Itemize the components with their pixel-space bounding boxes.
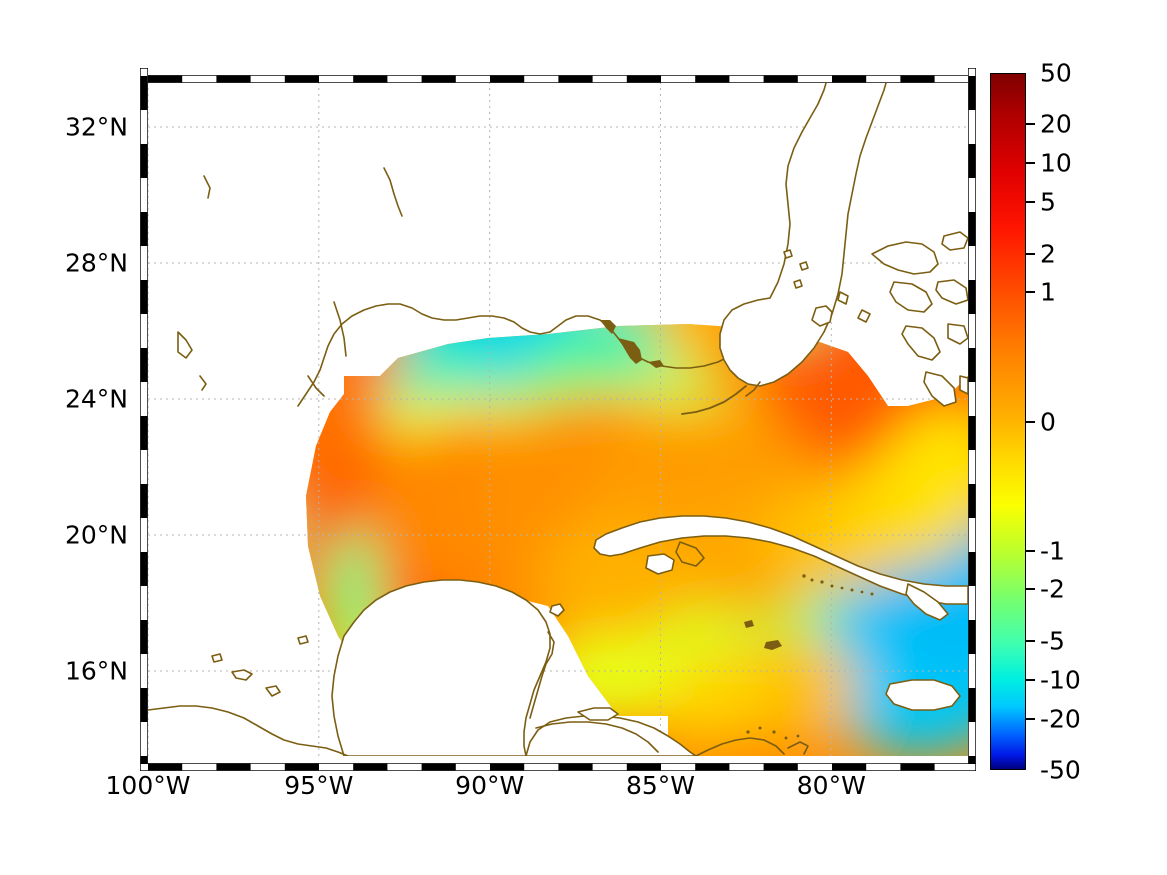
land-jamaica [885,679,961,711]
x-tick-label-95w: 95°W [284,771,354,800]
land-central-america [525,715,697,756]
coastline-gulf-north [297,297,771,407]
colorbar-label-20: 20 [1040,109,1072,139]
land-yucatan-peninsula [331,579,551,756]
colorbar-tick--10 [1026,678,1035,681]
colorbar-tick-10 [1026,162,1035,165]
y-tick-label-32n: 32°N [64,112,128,142]
frame-edge-bottom [139,756,977,772]
colorbar-label-1: 1 [1040,277,1056,307]
x-tick-label-100w: 100°W [105,771,191,800]
colorbar-tick-1 [1026,291,1035,294]
y-tick-label-20n: 20°N [64,520,128,550]
x-tick-label-80w: 80°W [796,771,866,800]
colorbar-tick-5 [1026,201,1035,204]
colorbar-label--50: -50 [1040,755,1081,785]
colorbar-label--5: -5 [1040,626,1065,656]
y-tick-label-28n: 28°N [64,248,128,278]
land-florida-peninsula [719,76,889,387]
colorbar-label-50: 50 [1040,58,1072,88]
colorbar-tick--2 [1026,588,1035,591]
colorbar-label-2: 2 [1040,239,1056,268]
y-tick-label-16n: 16°N [64,656,128,686]
coastline-mexico-south [148,705,349,756]
colorbar-label--2: -2 [1040,574,1065,604]
y-tick-label-24n: 24°N [64,384,128,414]
colorbar-tick-0 [1026,420,1035,423]
map-frame [139,67,977,772]
mississippi-delta [618,338,642,364]
colorbar-label--1: -1 [1040,536,1065,566]
frame-edge-top [139,68,977,84]
colorbar-label-0: 0 [1040,407,1056,436]
colorbar-label--20: -20 [1040,704,1081,734]
colorbar-label-10: 10 [1040,148,1072,178]
colorbar-tick-2 [1026,252,1035,255]
colorbar-tick-20 [1026,123,1035,126]
map-plot-area [148,76,968,756]
frame-edge-right [967,67,977,765]
colorbar-gradient [990,73,1026,770]
colorbar-tick--5 [1026,639,1035,642]
colorbar-tick--1 [1026,549,1035,552]
colorbar-tick--20 [1026,717,1035,720]
land-coastline-layer [148,76,968,756]
colorbar-label--10: -10 [1040,665,1081,695]
x-tick-label-85w: 85°W [625,771,696,800]
land-bahamas [837,231,968,407]
x-tick-label-90w: 90°W [455,771,525,800]
colorbar-label-5: 5 [1040,187,1056,217]
frame-edge-left [139,67,149,765]
